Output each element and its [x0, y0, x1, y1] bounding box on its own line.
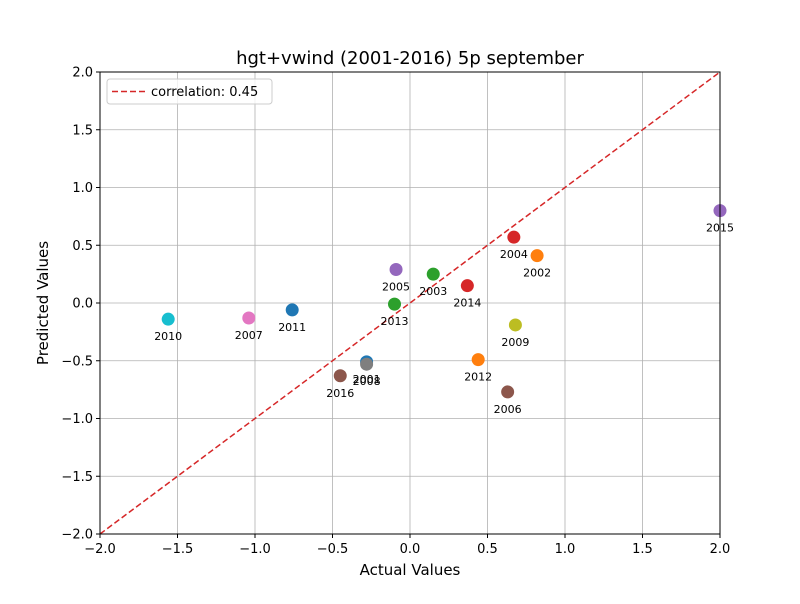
- y-axis-label: Predicted Values: [34, 241, 52, 365]
- y-tick-label: −2.0: [61, 528, 93, 543]
- point-label-2016: 2016: [326, 387, 354, 400]
- scatter-points: [161, 204, 727, 399]
- point-label-2010: 2010: [154, 330, 182, 343]
- y-tick-label: 0.0: [72, 297, 93, 312]
- data-point-2007: [242, 311, 256, 325]
- y-axis-ticks: −2.0 −1.5 −1.0 −0.5 0.0 0.5 1.0 1.5 2.0: [61, 66, 100, 543]
- point-label-2005: 2005: [382, 281, 410, 294]
- point-label-2004: 2004: [500, 248, 528, 261]
- legend-box: [106, 78, 273, 105]
- x-tick-label: 0.5: [477, 542, 498, 557]
- point-label-2008: 2008: [353, 375, 381, 388]
- data-point-2003: [426, 267, 440, 281]
- x-axis-ticks: −2.0 −1.5 −1.0 −0.5 0.0 0.5 1.0 1.5 2.0: [84, 534, 730, 557]
- data-point-2009: [508, 318, 522, 332]
- y-tick-label: 0.5: [72, 239, 93, 254]
- data-point-2013: [388, 297, 401, 311]
- data-point-2014: [460, 279, 474, 293]
- data-point-2005: [389, 263, 403, 277]
- legend-label: correlation: 0.45: [151, 85, 258, 100]
- point-labels: 2001 2002 2003 2004 2005 2006 2007 2008 2009 2010…: [154, 222, 734, 416]
- x-tick-label: 2.0: [710, 542, 731, 557]
- x-tick-label: 1.5: [632, 542, 653, 557]
- y-tick-label: 1.0: [72, 181, 93, 196]
- x-axis-label: Actual Values: [360, 561, 461, 579]
- point-label-2009: 2009: [501, 336, 529, 349]
- point-label-2002: 2002: [523, 267, 551, 280]
- x-tick-label: −1.5: [162, 542, 194, 557]
- data-point-2016: [333, 369, 347, 383]
- data-point-2012: [471, 353, 485, 367]
- point-label-2001: 2001: [353, 373, 381, 386]
- point-label-2012: 2012: [464, 371, 492, 384]
- legend: correlation: 0.45: [106, 78, 273, 105]
- y-tick-label: −0.5: [61, 354, 93, 369]
- point-label-2003: 2003: [419, 285, 447, 298]
- point-label-2014: 2014: [453, 297, 481, 310]
- point-label-2006: 2006: [494, 403, 522, 416]
- grid-lines: [99, 71, 721, 535]
- point-label-2013: 2013: [381, 315, 409, 328]
- correlation-line: [99, 71, 721, 535]
- y-tick-label: −1.0: [61, 412, 93, 427]
- x-tick-label: −2.0: [84, 542, 116, 557]
- data-point-2006: [501, 385, 515, 399]
- chart-title: hgt+vwind (2001-2016) 5p september: [236, 48, 584, 69]
- data-point-2008: [360, 357, 374, 371]
- data-point-2002: [530, 249, 544, 263]
- point-label-2011: 2011: [278, 321, 306, 334]
- y-tick-label: 2.0: [72, 66, 93, 81]
- y-tick-label: −1.5: [61, 470, 93, 485]
- x-tick-label: −0.5: [317, 542, 349, 557]
- data-point-2011: [285, 303, 299, 317]
- x-tick-label: 1.0: [555, 542, 576, 557]
- x-tick-label: 0.0: [400, 542, 421, 557]
- data-point-2010: [161, 312, 175, 326]
- point-label-2007: 2007: [235, 329, 263, 342]
- x-tick-label: −1.0: [239, 542, 271, 557]
- y-tick-label: 1.5: [72, 123, 93, 138]
- data-point-2004: [507, 230, 521, 244]
